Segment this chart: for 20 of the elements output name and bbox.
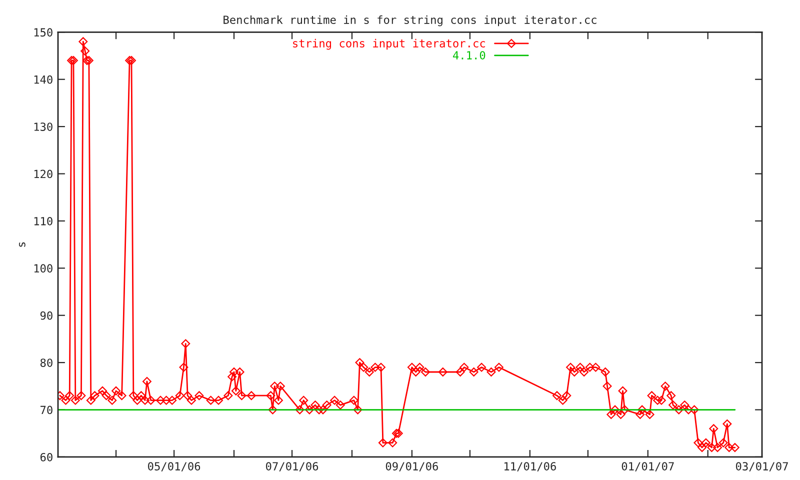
y-tick-label: 140 — [34, 75, 52, 84]
y-tick-label: 80 — [40, 358, 52, 367]
y-tick-label: 60 — [40, 452, 52, 462]
y-axis-title: s — [18, 242, 26, 247]
x-tick-label: 03/01/07 — [736, 462, 788, 472]
y-tick-label: 70 — [40, 406, 52, 414]
legend-label: 4.1.0 — [452, 51, 486, 60]
x-tick-label: 07/01/06 — [266, 462, 318, 472]
y-tick-label: 150 — [34, 28, 52, 37]
x-tick-label: 11/01/06 — [504, 462, 556, 472]
y-tick-label: 120 — [34, 170, 52, 178]
legend-label: string cons input iterator.cc — [293, 38, 485, 50]
x-tick-label: 09/01/06 — [386, 462, 438, 472]
y-tick-label: 110 — [34, 216, 52, 226]
y-tick-label: 130 — [34, 122, 52, 131]
x-tick-label: 05/01/06 — [148, 462, 200, 472]
chart-title: Benchmark runtime in s for string cons input iterator.cc — [224, 15, 596, 26]
y-tick-label: 100 — [34, 264, 52, 273]
y-tick-label: 90 — [40, 311, 52, 320]
x-tick-label: 01/01/07 — [622, 462, 674, 472]
